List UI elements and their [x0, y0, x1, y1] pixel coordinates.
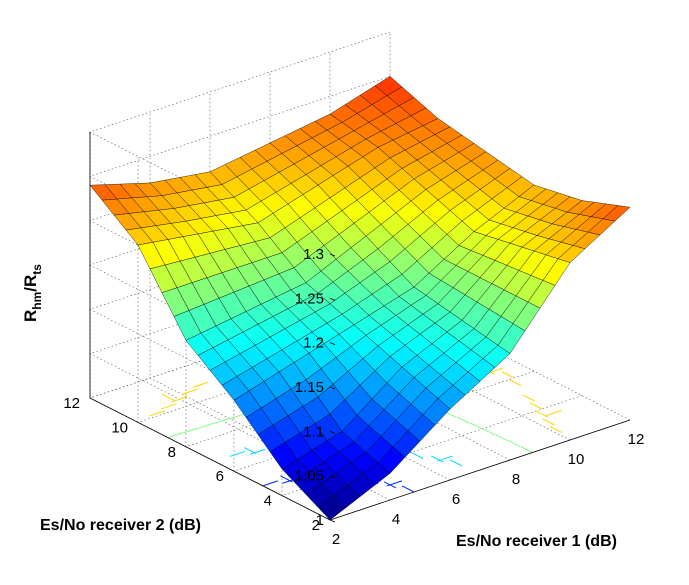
x-axis-label: Es/No receiver 1 (dB) [456, 533, 617, 550]
z-tick-mark [329, 430, 336, 434]
z-tick-mark [329, 297, 336, 301]
z-tick-mark [329, 475, 336, 479]
contour-seg [430, 455, 444, 463]
z-tick-label: 1.2 [303, 335, 324, 352]
contour-seg [192, 381, 209, 388]
x-tick-label: 2 [332, 531, 340, 548]
contour-seg [469, 422, 483, 430]
z-tick-label: 1.1 [303, 423, 324, 440]
contour-seg [507, 440, 521, 448]
z-tick-mark [329, 253, 336, 257]
x-tick-label: 6 [452, 491, 460, 508]
contour-seg [181, 388, 198, 395]
contour-seg [250, 448, 266, 455]
contour-seg [171, 396, 188, 403]
contour-seg [501, 371, 515, 379]
contour-seg [495, 434, 508, 442]
contour-seg [262, 480, 278, 487]
contour-seg [508, 379, 522, 387]
z-axis-label: Rhm/Rts [21, 264, 44, 322]
z-tick-label: 1.3 [303, 246, 324, 263]
contour-seg [198, 422, 215, 429]
z-label-sub2: ts [30, 264, 44, 275]
z-label-r1: R [21, 310, 40, 322]
contour-seg [437, 455, 453, 462]
y-tick-label: 2 [312, 517, 320, 534]
y-tick-label: 8 [168, 444, 176, 461]
contour-seg [522, 394, 536, 402]
tick-labels: 1 1.05 1.1 1.15 1.2 1.25 1.3 2 4 6 8 10 12 2 4 6 8 10 12 [63, 246, 644, 548]
contour-seg [161, 393, 175, 401]
x-axis-line [329, 419, 631, 521]
z-tick-label: 1.25 [295, 290, 324, 307]
z-label-r2: R [21, 275, 40, 287]
axes [89, 132, 631, 521]
surface [89, 76, 631, 521]
contour-seg [456, 416, 470, 424]
contour-seg [401, 485, 415, 493]
contour-seg [520, 445, 533, 453]
z-tick-label: 1.05 [295, 468, 324, 485]
contour-seg [529, 402, 543, 410]
contour-seg [535, 410, 549, 418]
contour-seg [542, 418, 555, 426]
y-axis-line [89, 397, 331, 521]
contour-seg [449, 459, 463, 467]
contour-seg [546, 410, 562, 416]
z-tick-mark [329, 342, 336, 346]
contour-seg [549, 426, 563, 434]
contour-seg [487, 367, 504, 374]
z-label-sep: / [21, 287, 40, 292]
z-label-sub1: hm [30, 292, 44, 310]
contour-seg [386, 480, 403, 487]
z-tick-mark [329, 386, 336, 390]
contour-seg [214, 417, 230, 424]
surface-facet [317, 495, 346, 521]
x-tick-label: 12 [628, 431, 645, 448]
y-tick-label: 4 [264, 493, 272, 510]
contour-seg [411, 452, 424, 460]
contour-seg [160, 403, 177, 410]
z-tick-mark [329, 519, 336, 523]
z-tick-label: 1 [316, 512, 324, 529]
contour-seg [482, 428, 495, 436]
x-tick-label: 4 [392, 511, 400, 528]
y-tick-label: 10 [111, 419, 128, 436]
y-tick-label: 12 [63, 395, 80, 412]
contour-seg [229, 413, 246, 420]
contour-seg [183, 427, 199, 434]
x-tick-label: 10 [568, 451, 585, 468]
x-tick-label: 8 [512, 471, 520, 488]
contour-seg [229, 450, 245, 457]
z-tick-label: 1.15 [295, 379, 324, 396]
y-axis-label: Es/No receiver 2 (dB) [40, 517, 201, 534]
contour-seg [149, 410, 165, 417]
contour-seg [167, 432, 184, 439]
y-tick-label: 6 [216, 468, 224, 485]
